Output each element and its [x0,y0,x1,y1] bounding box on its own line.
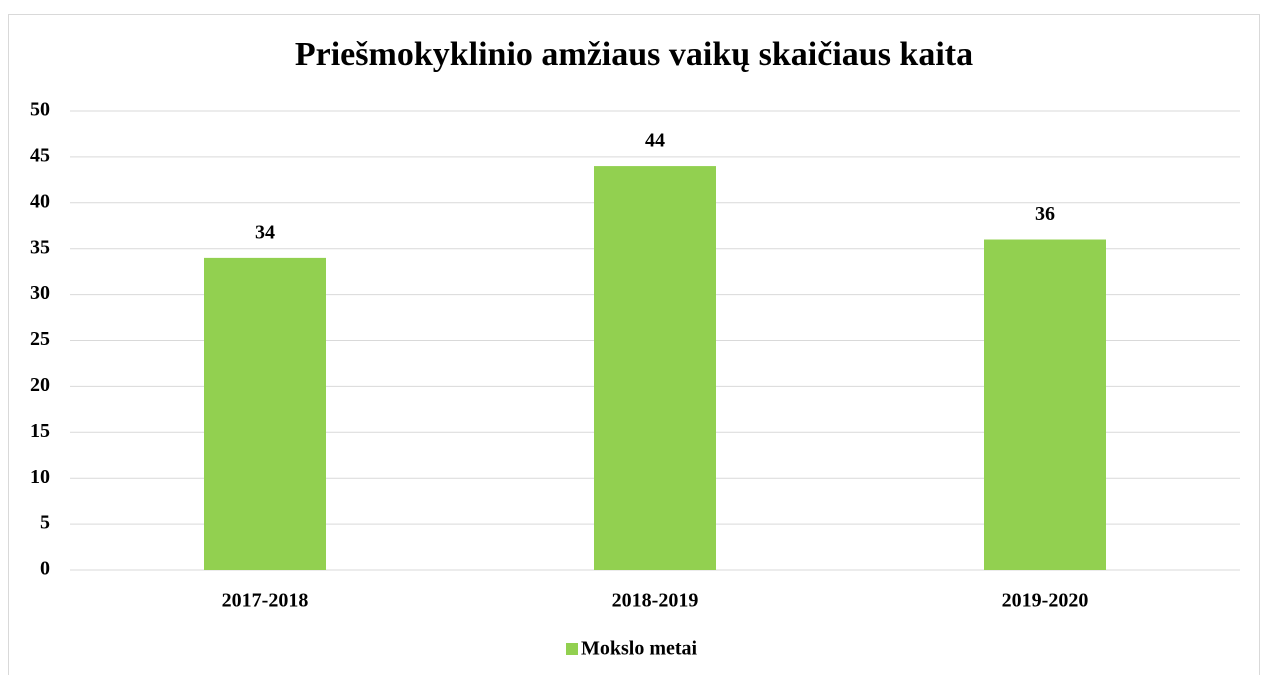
chart-title: Priešmokyklinio amžiaus vaikų skaičiaus … [295,36,973,73]
bar [204,257,326,570]
y-tick-label: 20 [30,374,50,396]
data-label: 36 [1035,203,1055,225]
data-label: 44 [645,130,665,152]
y-tick-label: 35 [30,236,50,258]
data-label: 34 [255,221,275,243]
x-tick-label: 2017-2018 [222,590,309,612]
x-tick-label: 2019-2020 [1002,590,1089,612]
x-tick-label: 2018-2019 [612,590,699,612]
y-tick-label: 15 [30,420,50,442]
y-tick-label: 25 [30,328,50,350]
y-tick-label: 10 [30,466,50,488]
y-tick-label: 5 [40,512,50,534]
y-tick-label: 50 [30,99,50,121]
bar [984,239,1106,570]
y-tick-label: 45 [30,144,50,166]
y-tick-label: 30 [30,282,50,304]
legend-label: Mokslo metai [581,638,698,660]
y-tick-label: 0 [40,558,50,580]
y-tick-label: 40 [30,190,50,212]
legend-swatch [566,643,578,655]
bar [594,166,716,570]
